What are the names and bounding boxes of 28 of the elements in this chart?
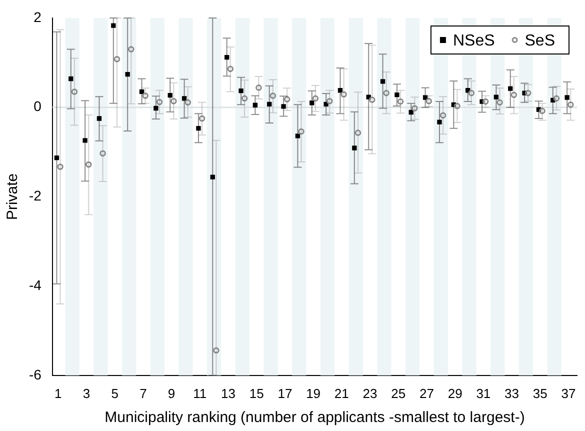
y-axis-title: Private [4, 173, 22, 220]
y-tick-label: 2 [34, 8, 42, 25]
y-tick-label: -6 [28, 366, 42, 382]
x-tick-label: 27 [419, 386, 434, 401]
legend-label: SeS [524, 32, 556, 50]
x-axis-title: Municipality ranking (number of applicants -smallest to largest-) [104, 409, 525, 426]
x-tick-label: 37 [561, 386, 576, 401]
x-tick-label: 29 [448, 386, 462, 401]
legend-label: NSeS [452, 32, 495, 50]
x-tick-label: 35 [532, 386, 548, 401]
x-tick-label: 13 [221, 386, 236, 401]
x-tick-label: 9 [168, 386, 176, 401]
x-tick-label: 3 [82, 386, 90, 401]
x-tick-label: 31 [476, 386, 491, 401]
x-tick-label: 1 [54, 386, 62, 401]
x-tick-label: 33 [504, 386, 520, 401]
x-tick-label: 25 [391, 386, 406, 401]
x-tick-label: 17 [278, 386, 292, 401]
x-tick-label: 19 [306, 386, 321, 401]
x-tick-label: 5 [111, 386, 118, 401]
y-tick-label: -4 [28, 276, 42, 293]
x-tick-label: 21 [334, 386, 349, 401]
x-tick-label: 23 [362, 386, 378, 401]
x-tick-label: 7 [140, 386, 147, 401]
x-tick-label: 15 [249, 386, 264, 401]
x-tick-label: 11 [193, 386, 207, 401]
y-tick-label: -2 [28, 188, 42, 204]
y-tick-label: 0 [34, 98, 42, 114]
